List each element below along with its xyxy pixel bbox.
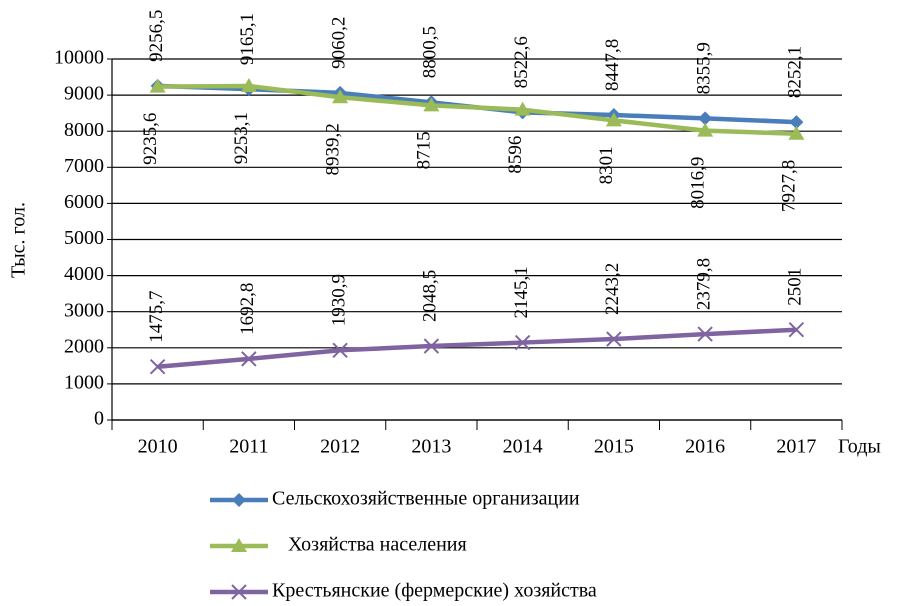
x-tick-label: 2015 [594, 436, 634, 458]
legend-item: Крестьянские (фермерские) хозяйства [210, 580, 597, 602]
data-point [606, 331, 622, 347]
data-label: 8715 [414, 131, 435, 169]
data-label: 9253,1 [231, 112, 252, 164]
data-label: 2145,1 [511, 266, 532, 318]
x-tick-label: 2011 [229, 436, 268, 458]
data-point [149, 78, 166, 93]
y-tick-label: 8000 [64, 119, 104, 141]
series-line [157, 327, 797, 369]
y-tick-label: 1000 [64, 371, 104, 393]
y-tick-label: 0 [94, 408, 104, 430]
y-tick-label: 10000 [54, 47, 104, 69]
data-point [788, 322, 805, 338]
data-point [605, 112, 622, 127]
data-label: 1475,7 [146, 290, 167, 342]
data-point [149, 359, 166, 375]
data-point [514, 334, 531, 351]
y-tick-label: 9000 [64, 83, 104, 105]
legend-label: Крестьянские (фермерские) хозяйства [272, 580, 597, 602]
data-label: 2048,5 [420, 270, 441, 322]
x-tick-label: 2014 [503, 436, 543, 458]
data-label: 2379,8 [693, 258, 714, 310]
data-label: 8596 [505, 136, 526, 174]
y-tick-label: 4000 [64, 263, 104, 285]
x-tick-label: 2013 [411, 436, 451, 458]
legend-marker [232, 493, 246, 507]
data-label: 9165,1 [237, 13, 258, 65]
data-point [240, 77, 257, 92]
data-label: 8301 [596, 146, 617, 184]
data-label: 8800,5 [420, 26, 441, 78]
data-label: 1692,8 [237, 283, 258, 335]
data-point [788, 125, 805, 140]
data-point [697, 122, 714, 137]
data-label: 9060,2 [328, 17, 349, 69]
data-point [241, 351, 257, 367]
x-tick-label: 2016 [685, 436, 725, 458]
y-tick-label: 2000 [64, 335, 104, 357]
legend-label: Хозяйства населения [288, 534, 467, 556]
data-point [423, 97, 440, 112]
data-label: 8252,1 [785, 46, 806, 98]
legend-label: Сельскохозяйственные организации [272, 488, 580, 510]
x-tick-label: 2010 [138, 436, 178, 458]
y-tick-label: 3000 [64, 299, 104, 321]
data-label: 1930,9 [328, 274, 349, 326]
y-axis-label: Тыс. гол. [8, 202, 30, 278]
data-label: 2501 [785, 268, 806, 306]
data-point [332, 342, 348, 359]
x-axis-label: Годы [838, 436, 881, 458]
data-label: 8447,8 [602, 39, 623, 91]
legend-marker [231, 538, 247, 552]
y-tick-label: 5000 [64, 227, 104, 249]
data-point [697, 326, 713, 342]
legend-item: Хозяйства населения [210, 534, 467, 556]
data-label: 2243,2 [602, 263, 623, 315]
x-tick-label: 2012 [320, 436, 360, 458]
data-point [514, 101, 531, 116]
legend-marker [231, 584, 247, 600]
x-tick-label: 2017 [776, 436, 816, 458]
data-point [698, 111, 713, 126]
y-tick-label: 6000 [64, 191, 104, 213]
series [149, 322, 805, 375]
series [149, 77, 805, 140]
data-point [423, 338, 440, 354]
data-label: 8522,6 [511, 36, 532, 88]
data-label: 7927,8 [779, 160, 800, 212]
data-label: 9256,5 [146, 10, 167, 62]
data-label: 9235,6 [140, 113, 161, 165]
data-point [332, 89, 349, 104]
y-tick-label: 7000 [64, 155, 104, 177]
series-line [157, 83, 797, 137]
data-label: 8939,2 [322, 123, 343, 175]
legend-item: Сельскохозяйственные организации [210, 488, 580, 510]
data-point [789, 115, 804, 130]
data-label: 8016,9 [687, 157, 708, 209]
data-label: 8355,9 [693, 42, 714, 94]
